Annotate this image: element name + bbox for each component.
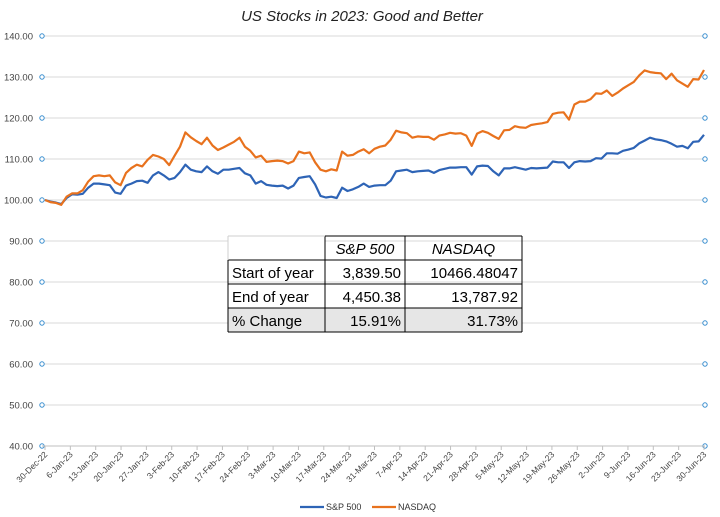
table-row-highlight <box>228 308 522 332</box>
axis-marker-right <box>702 361 708 367</box>
axis-marker-right <box>702 402 708 408</box>
axis-marker-left <box>39 115 45 121</box>
table-corner-bg <box>228 236 325 260</box>
y-tick-label: 80.00 <box>9 278 33 289</box>
chart-title: US Stocks in 2023: Good and Better <box>241 8 484 25</box>
y-tick-label: 130.00 <box>4 73 33 84</box>
y-tick-label: 90.00 <box>9 237 33 248</box>
axis-marker-right <box>702 279 708 285</box>
table-cell: 3,839.50 <box>343 265 401 282</box>
table-cell: 13,787.92 <box>451 289 518 306</box>
table-cell-bg <box>228 284 325 308</box>
axis-marker-left <box>39 156 45 162</box>
legend-label: NASDAQ <box>398 502 436 512</box>
axis-marker-left <box>39 402 45 408</box>
table-header: NASDAQ <box>432 241 496 258</box>
table-cell: End of year <box>232 289 309 306</box>
legend: S&P 500 NASDAQ <box>300 502 436 512</box>
axis-marker-left <box>39 197 45 203</box>
axis-marker-left <box>39 320 45 326</box>
y-tick-label: 110.00 <box>5 155 33 166</box>
axis-marker-right <box>702 320 708 326</box>
legend-label: S&P 500 <box>326 502 361 512</box>
y-tick-label: 120.00 <box>4 114 33 125</box>
x-tick-label: 2-Jun-23 <box>576 449 607 480</box>
axis-marker-right <box>702 156 708 162</box>
series-line-s-p-500 <box>44 134 705 206</box>
x-axis: 30-Dec-226-Jan-2313-Jan-2320-Jan-2327-Ja… <box>14 446 709 485</box>
y-tick-label: 50.00 <box>9 401 33 412</box>
table-cell: Start of year <box>232 265 314 282</box>
series-lines <box>44 69 705 206</box>
y-tick-label: 60.00 <box>9 360 33 371</box>
axis-marker-left <box>39 74 45 80</box>
y-tick-label: 40.00 <box>9 442 33 453</box>
axis-marker-right <box>702 197 708 203</box>
axis-marker-right <box>702 74 708 80</box>
axis-marker-right <box>702 238 708 244</box>
axis-marker-left <box>39 238 45 244</box>
axis-marker-right <box>702 33 708 39</box>
table-cell: 31.73% <box>467 313 518 330</box>
y-tick-label: 70.00 <box>9 319 33 330</box>
y-tick-label: 100.00 <box>4 196 33 207</box>
axis-marker-right <box>702 115 708 121</box>
series-line-nasdaq <box>44 69 705 206</box>
y-tick-label: 140.00 <box>4 32 33 43</box>
table-cell: 15.91% <box>350 313 401 330</box>
axis-marker-left <box>39 33 45 39</box>
table-cell: 4,450.38 <box>343 289 401 306</box>
axis-marker-left <box>39 279 45 285</box>
table-cell: % Change <box>232 313 302 330</box>
x-tick-label: 30-Dec-22 <box>14 449 49 484</box>
table-cell: 10466.48047 <box>430 265 518 282</box>
table-header: S&P 500 <box>336 241 395 258</box>
summary-table: S&P 500 NASDAQ Start of year 3,839.50 10466.… <box>227 235 523 333</box>
axis-marker-left <box>39 361 45 367</box>
y-axis: 40.00 50.00 60.00 70.00 80.00 90.00 100.00 110.… <box>4 32 33 453</box>
